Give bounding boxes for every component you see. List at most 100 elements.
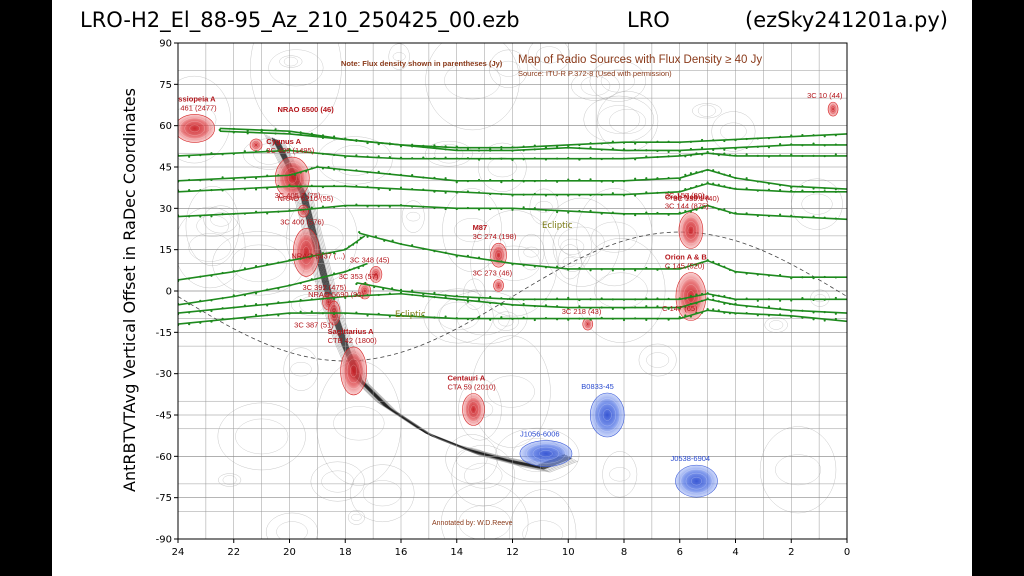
trace-point	[611, 147, 614, 150]
trace-point	[544, 179, 548, 182]
trace-point	[790, 315, 793, 318]
contour-loop	[463, 278, 486, 310]
trace-point	[717, 208, 720, 211]
trace-point	[801, 316, 804, 319]
trace-point	[232, 152, 235, 155]
trace-point	[444, 315, 447, 318]
source-catalog-label: 3C 10 (44)	[807, 91, 843, 100]
trace-point	[422, 156, 425, 159]
trace-point	[288, 209, 291, 212]
trace-point	[321, 275, 325, 279]
trace-point	[355, 154, 358, 157]
contour-loop	[242, 138, 296, 170]
trace-point	[667, 213, 670, 216]
trace-point	[188, 323, 191, 326]
trace-point	[466, 190, 469, 193]
contour-loop	[560, 238, 585, 255]
trace-point	[422, 292, 425, 296]
trace-point	[723, 139, 726, 143]
trace-point	[600, 142, 603, 145]
source-contour	[494, 280, 503, 291]
trace-point	[756, 180, 759, 183]
contour-loop	[509, 489, 577, 539]
trace-point	[511, 263, 514, 266]
trace-point	[684, 209, 687, 213]
contour-loop	[222, 475, 237, 485]
contour-loop	[290, 361, 312, 377]
trace-point	[321, 252, 325, 255]
trace-point	[266, 187, 269, 190]
trace-point	[351, 243, 355, 246]
trace-point	[634, 194, 637, 197]
trace-point	[600, 268, 603, 271]
trace-line	[358, 232, 847, 279]
trace-point	[689, 264, 693, 267]
trace-point	[578, 317, 581, 320]
trace-point	[734, 211, 737, 214]
trace-point	[511, 146, 514, 149]
trace-point	[411, 244, 414, 247]
trace-point	[293, 173, 297, 176]
trace-point	[221, 317, 224, 320]
trace-point	[823, 144, 826, 147]
trace-point	[544, 298, 548, 301]
trace-point	[556, 297, 559, 300]
map-credit: Annotated by: W.D.Reeve	[432, 520, 513, 527]
trace-point	[232, 178, 235, 181]
trace-point	[221, 271, 224, 275]
trace-point	[834, 190, 837, 193]
trace-point	[305, 170, 308, 173]
trace-point	[246, 132, 249, 135]
source-catalog-label: C 147 (65)	[662, 304, 698, 313]
y-tick-label: -60	[156, 452, 172, 463]
trace-point	[823, 298, 826, 301]
contour-loop	[518, 233, 545, 271]
trace-point	[767, 314, 771, 317]
trace-point	[645, 177, 648, 180]
source-contour	[684, 221, 698, 240]
contour-loop	[697, 104, 716, 117]
trace-point	[756, 305, 759, 308]
trace-point	[634, 317, 637, 320]
source-contour	[539, 450, 553, 458]
trace-point	[656, 211, 659, 215]
trace-point	[656, 177, 659, 180]
trace-point	[533, 318, 536, 322]
trace-point	[689, 302, 693, 305]
source-blob	[827, 101, 839, 117]
trace-point	[422, 145, 425, 149]
source-contour	[831, 107, 835, 112]
trace-point	[667, 140, 670, 143]
contour-loop	[218, 473, 242, 487]
trace-point	[522, 316, 525, 319]
trace-point	[695, 293, 698, 296]
trace-point	[812, 215, 815, 218]
trace-point	[411, 157, 414, 160]
contour-loop	[445, 434, 498, 484]
source-name-label: Sagittarius A	[328, 327, 375, 336]
contour-loop	[597, 105, 641, 134]
trace-point	[790, 277, 793, 280]
trace-point	[611, 157, 614, 160]
trace-point	[466, 180, 469, 183]
trace-point	[310, 132, 313, 135]
contour-loop	[498, 315, 514, 327]
trace-point	[700, 170, 704, 173]
source-labels: Cassiopeia A3C 461 (2477) NRAO 6500 (46) C…	[178, 91, 843, 463]
trace-point	[466, 148, 469, 151]
trace-point	[299, 208, 302, 212]
trace-point	[578, 158, 581, 161]
trace-point	[689, 210, 693, 213]
source-blob	[462, 393, 485, 426]
trace-point	[556, 210, 559, 214]
trace-point	[544, 146, 548, 149]
trace-point	[589, 156, 592, 160]
trace-point	[779, 154, 782, 157]
trace-point	[366, 171, 369, 174]
trace-point	[567, 144, 570, 147]
trace-point	[254, 177, 258, 180]
trace-point	[712, 206, 715, 209]
source-catalog-label: NRAO 5937 (...)	[291, 252, 345, 261]
source-contour	[680, 468, 713, 494]
trace-point	[254, 150, 258, 153]
